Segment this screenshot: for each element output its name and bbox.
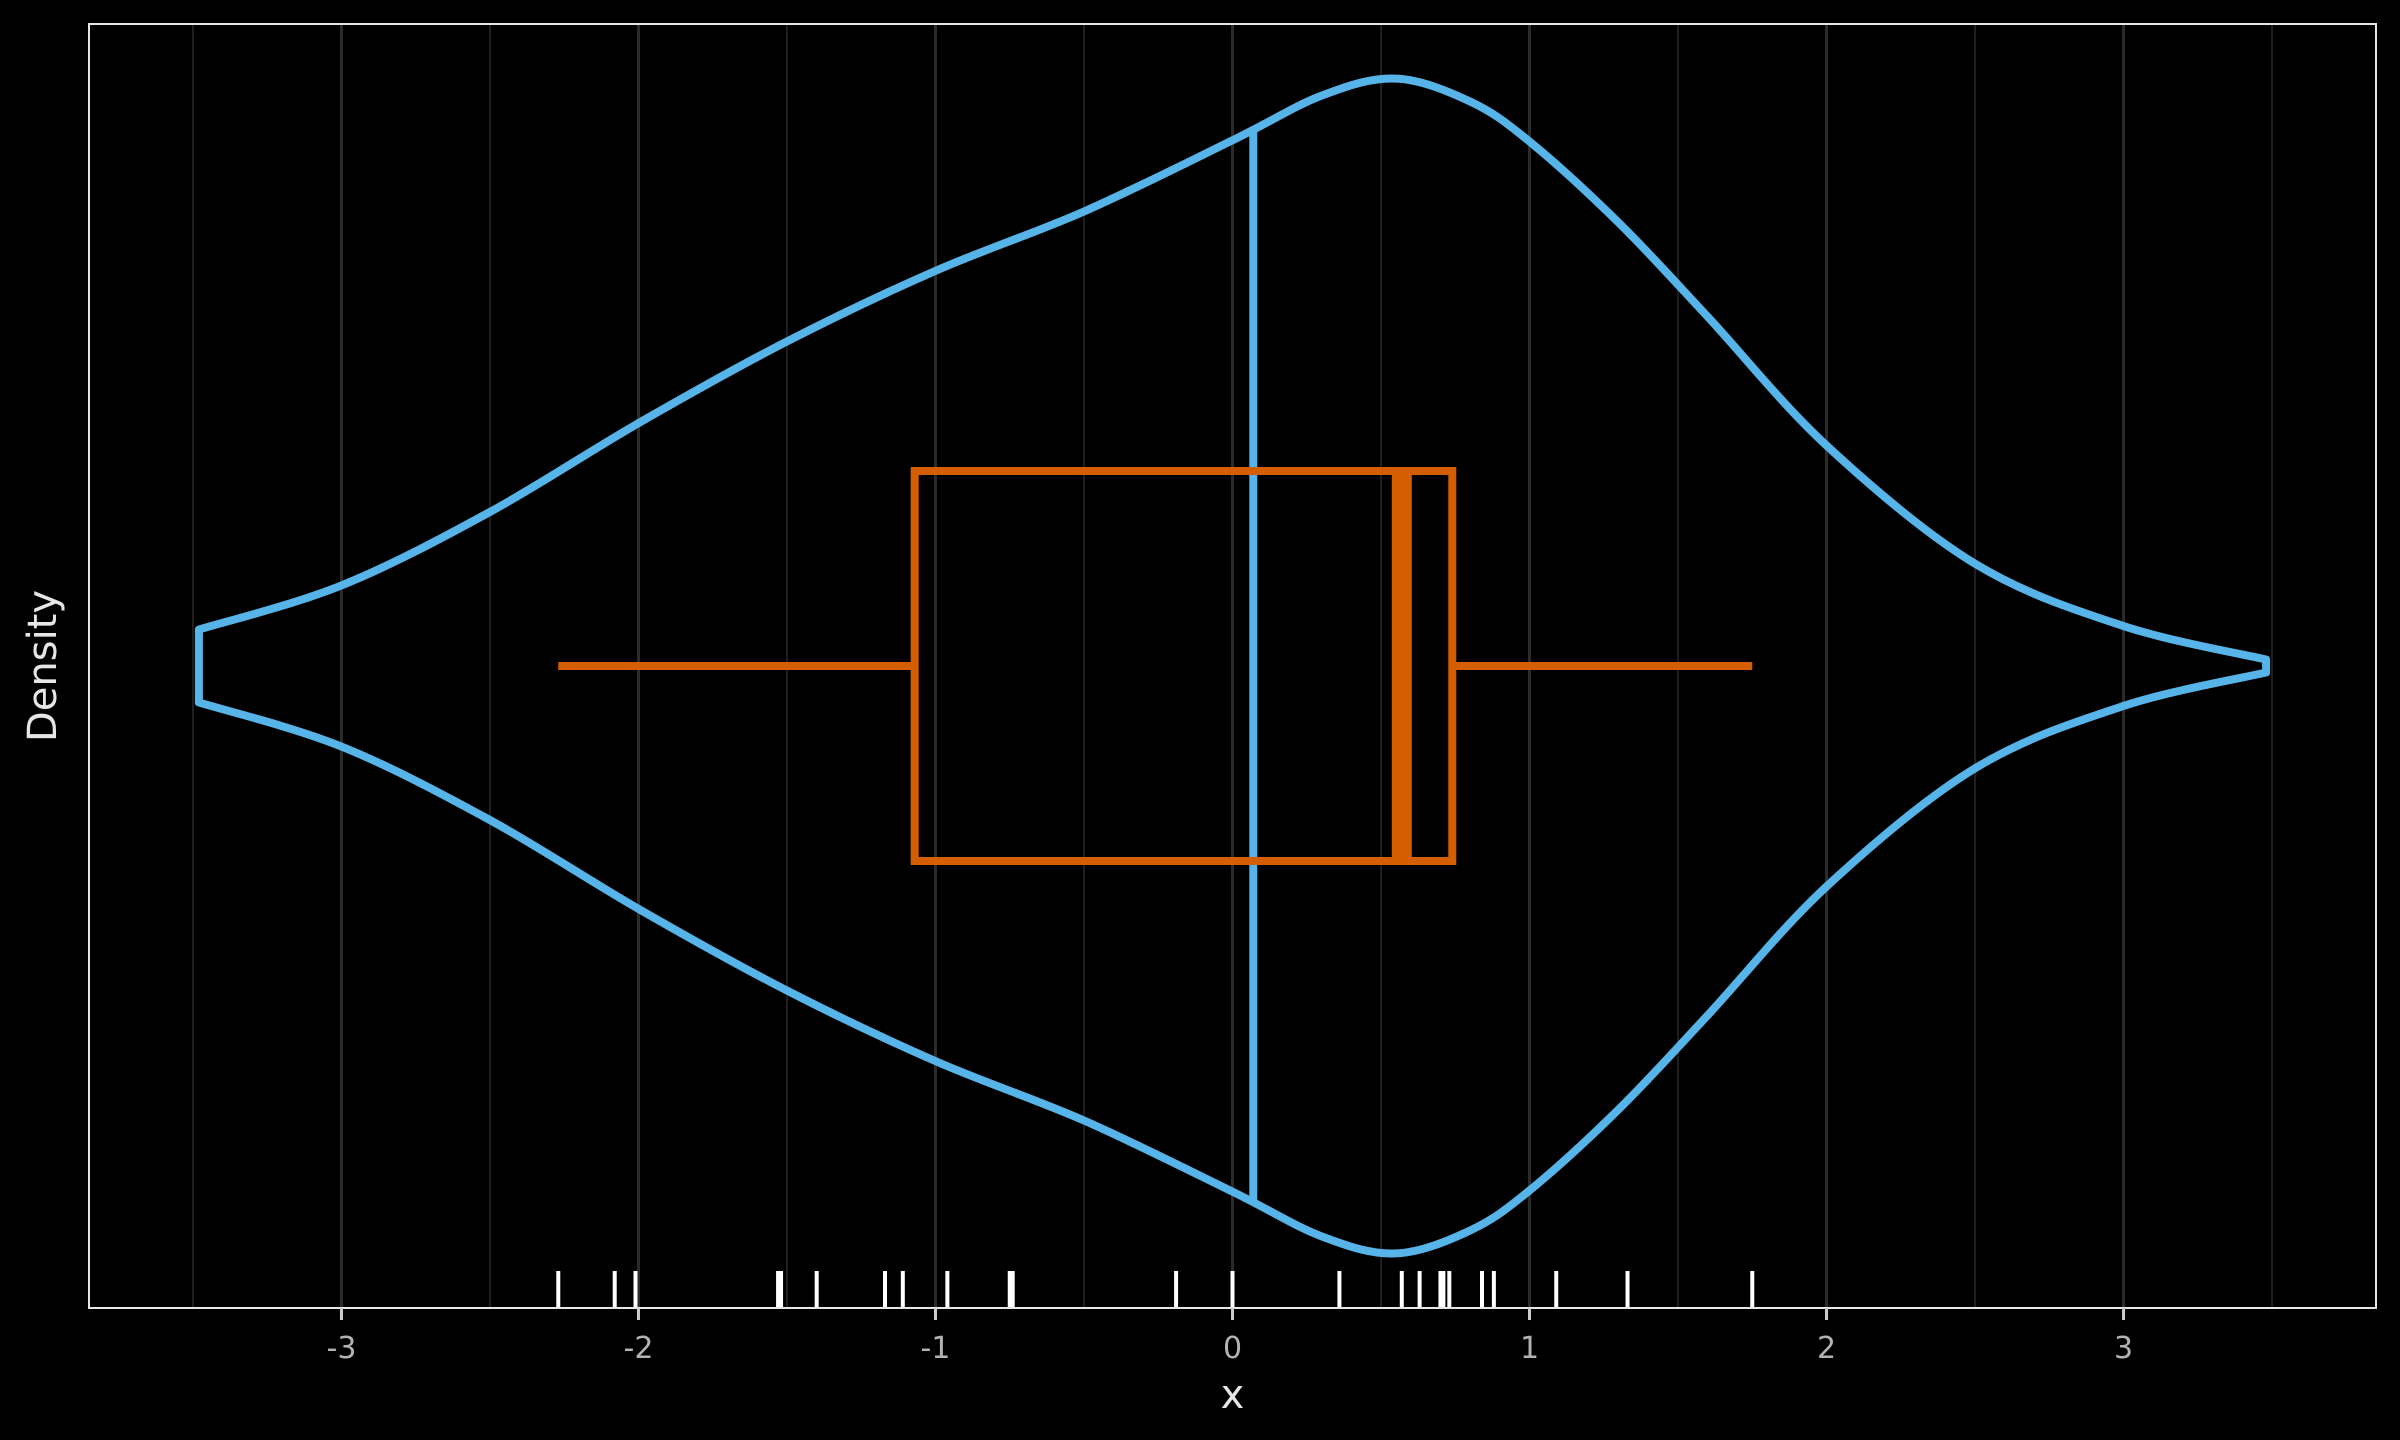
x-tick-label: -3 [327, 1331, 357, 1366]
x-tick-label: -1 [921, 1331, 951, 1366]
x-axis-ticks: -3 -2 -1 0 1 2 3 [327, 1308, 2133, 1366]
y-axis-label: Density [20, 590, 66, 742]
x-tick-label: 1 [1520, 1331, 1539, 1366]
x-tick-label: 0 [1223, 1331, 1242, 1366]
gridlines [191, 24, 2274, 1308]
x-tick-label: 3 [2114, 1331, 2133, 1366]
violin-outline [194, 74, 2271, 1258]
x-axis-label: x [1221, 1372, 1245, 1418]
rug-marks [556, 1271, 1755, 1308]
boxplot-box [910, 467, 1457, 865]
x-tick-label: -2 [624, 1331, 654, 1366]
x-tick-label: 2 [1817, 1331, 1836, 1366]
boxplot [558, 467, 1753, 865]
